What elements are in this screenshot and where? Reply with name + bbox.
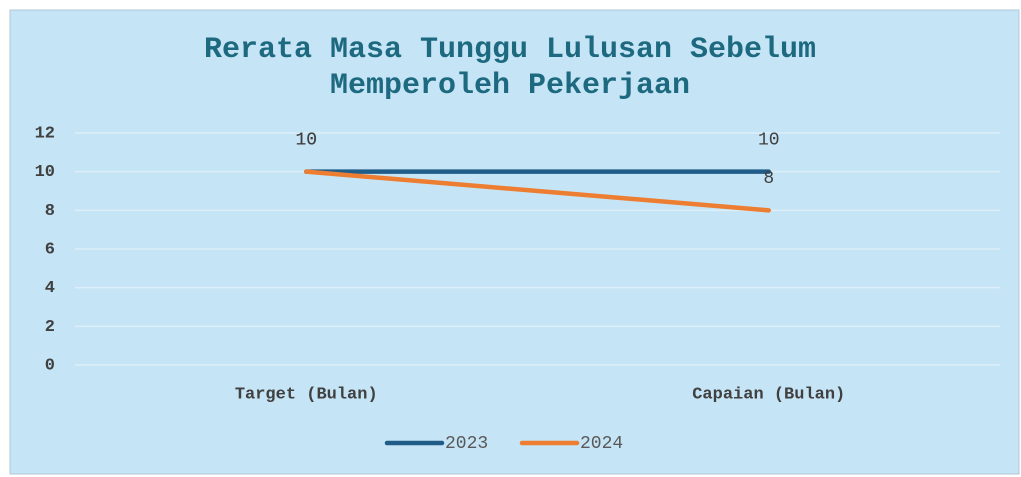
data-label: 10 [295,130,317,150]
y-tick-label: 8 [45,202,55,221]
y-tick-label: 4 [45,279,55,298]
y-tick-label: 10 [35,163,55,182]
y-tick-label: 0 [45,356,55,375]
chart-background [9,9,1020,475]
y-tick-label: 6 [45,240,55,259]
data-label: 10 [295,130,317,150]
x-tick-label: Capaian (Bulan) [692,385,845,404]
series-line [304,169,771,213]
legend-label: 2023 [445,434,488,454]
data-label: 8 [763,169,774,189]
chart-title: Rerata Masa Tunggu Lulusan Sebelum Mempe… [203,33,817,103]
x-tick-label: Target (Bulan) [235,385,378,404]
legend-label: 2024 [580,434,623,454]
y-tick-label: 12 [35,124,55,143]
data-label: 10 [758,130,780,150]
y-tick-label: 2 [45,318,55,337]
